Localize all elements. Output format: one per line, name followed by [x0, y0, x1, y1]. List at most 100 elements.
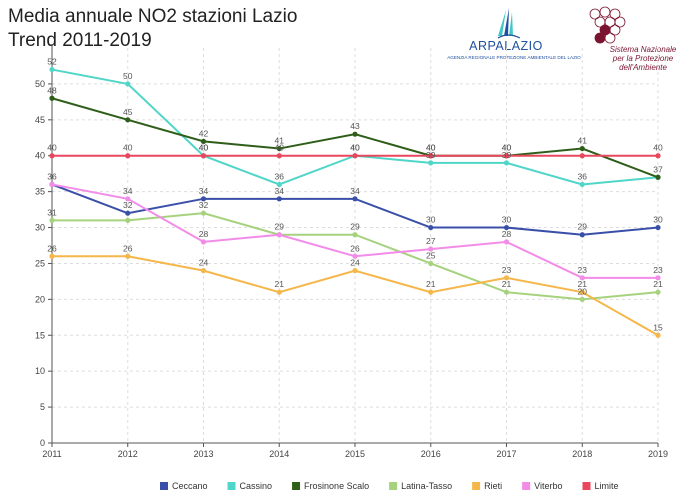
data-label-viterbo: 28 [502, 229, 512, 239]
data-point-viterbo[interactable] [49, 181, 55, 188]
data-point-ceccano[interactable] [579, 232, 585, 238]
data-label-cassino: 40 [350, 143, 360, 153]
data-point-ceccano[interactable] [276, 196, 282, 202]
data-point-limite[interactable] [352, 153, 358, 159]
data-point-viterbo[interactable] [276, 232, 282, 238]
data-point-viterbo[interactable] [655, 275, 661, 281]
data-point-ceccano[interactable] [352, 196, 358, 202]
data-point-cassino[interactable] [49, 66, 55, 73]
data-point-cassino[interactable] [276, 181, 282, 188]
x-tick-label: 2017 [496, 449, 516, 459]
legend-swatch-ceccano[interactable] [160, 482, 168, 490]
data-point-limite[interactable] [579, 153, 585, 159]
legend-swatch-viterbo[interactable] [522, 482, 531, 490]
legend-swatch-limite[interactable] [582, 482, 591, 490]
data-label-viterbo: 34 [123, 186, 133, 196]
data-point-latina-tasso[interactable] [352, 232, 358, 238]
data-point-rieti[interactable] [200, 268, 207, 274]
data-label-ceccano: 30 [502, 215, 512, 225]
legend-label-ceccano[interactable]: Ceccano [172, 481, 208, 491]
y-tick-label: 45 [35, 115, 45, 125]
legend-label-latina-tasso[interactable]: Latina-Tasso [401, 481, 452, 491]
data-point-limite[interactable] [49, 153, 55, 159]
data-label-limite: 40 [653, 143, 663, 153]
data-point-frosinone-scalo[interactable] [352, 131, 358, 137]
data-point-viterbo[interactable] [503, 239, 510, 245]
x-tick-label: 2011 [42, 449, 61, 459]
data-point-viterbo[interactable] [125, 196, 131, 202]
data-point-limite[interactable] [655, 153, 661, 159]
legend-label-viterbo[interactable]: Viterbo [534, 481, 562, 491]
data-point-rieti[interactable] [503, 275, 510, 281]
data-point-viterbo[interactable] [200, 239, 207, 245]
legend-swatch-latina-tasso[interactable] [389, 482, 398, 490]
x-tick-label: 2013 [193, 449, 213, 459]
data-point-frosinone-scalo[interactable] [276, 145, 282, 152]
data-point-viterbo[interactable] [579, 275, 585, 281]
data-label-frosinone-scalo: 40 [426, 143, 436, 153]
y-tick-label: 40 [35, 151, 45, 161]
data-point-frosinone-scalo[interactable] [579, 145, 585, 152]
data-point-ceccano[interactable] [200, 196, 207, 202]
x-tick-label: 2018 [572, 449, 592, 459]
data-point-cassino[interactable] [428, 160, 434, 166]
data-point-rieti[interactable] [276, 289, 282, 295]
data-label-cassino: 52 [47, 57, 57, 67]
data-label-viterbo: 29 [275, 222, 285, 232]
data-label-latina-tasso: 29 [350, 222, 360, 232]
data-point-cassino[interactable] [503, 160, 510, 166]
y-tick-label: 10 [35, 366, 45, 376]
data-point-ceccano[interactable] [503, 224, 510, 231]
data-point-frosinone-scalo[interactable] [655, 174, 661, 180]
chart-title-line2: Trend 2011-2019 [8, 30, 152, 51]
x-tick-label: 2012 [118, 449, 138, 459]
legend-swatch-frosinone-scalo[interactable] [292, 482, 301, 490]
data-point-ceccano[interactable] [125, 210, 131, 216]
data-label-cassino: 36 [275, 171, 285, 181]
data-point-latina-tasso[interactable] [428, 260, 434, 267]
data-point-limite[interactable] [503, 153, 510, 159]
data-label-limite: 40 [123, 143, 133, 153]
legend-label-frosinone-scalo[interactable]: Frosinone Scalo [304, 481, 369, 491]
data-label-latina-tasso: 20 [578, 286, 588, 296]
arpalazio-subtitle: AGENZIA REGIONALE PROTEZIONE AMBIENTALE … [447, 55, 581, 60]
data-point-latina-tasso[interactable] [125, 217, 131, 223]
data-point-limite[interactable] [200, 153, 207, 159]
data-label-cassino: 50 [123, 71, 133, 81]
legend-label-cassino[interactable]: Cassino [240, 481, 273, 491]
data-point-frosinone-scalo[interactable] [125, 117, 131, 123]
data-point-ceccano[interactable] [655, 224, 661, 231]
data-label-limite: 40 [47, 143, 57, 153]
legend-label-rieti[interactable]: Rieti [484, 481, 502, 491]
data-point-rieti[interactable] [428, 289, 434, 295]
data-point-frosinone-scalo[interactable] [200, 138, 207, 144]
data-point-latina-tasso[interactable] [655, 289, 661, 295]
data-point-rieti[interactable] [655, 332, 661, 338]
data-point-limite[interactable] [276, 153, 282, 159]
legend-label-limite[interactable]: Limite [595, 481, 619, 491]
data-label-frosinone-scalo: 43 [350, 121, 360, 131]
data-point-cassino[interactable] [579, 181, 585, 188]
data-point-limite[interactable] [125, 153, 131, 159]
data-point-latina-tasso[interactable] [49, 217, 55, 223]
data-point-rieti[interactable] [579, 289, 585, 295]
data-point-latina-tasso[interactable] [579, 296, 585, 302]
data-point-latina-tasso[interactable] [503, 289, 510, 295]
legend-swatch-rieti[interactable] [472, 482, 481, 490]
data-point-latina-tasso[interactable] [200, 210, 207, 216]
data-point-rieti[interactable] [352, 268, 358, 274]
data-point-frosinone-scalo[interactable] [49, 95, 55, 101]
data-point-cassino[interactable] [125, 81, 131, 87]
legend-swatch-cassino[interactable] [227, 482, 236, 490]
chart-series [49, 66, 661, 338]
x-tick-label: 2015 [345, 449, 365, 459]
data-point-viterbo[interactable] [352, 253, 358, 259]
data-point-ceccano[interactable] [428, 224, 434, 231]
data-point-rieti[interactable] [49, 253, 55, 259]
data-point-limite[interactable] [428, 153, 434, 159]
data-label-cassino: 39 [502, 150, 512, 160]
data-point-viterbo[interactable] [428, 246, 434, 252]
data-label-ceccano: 30 [426, 215, 436, 225]
data-point-rieti[interactable] [125, 253, 131, 259]
